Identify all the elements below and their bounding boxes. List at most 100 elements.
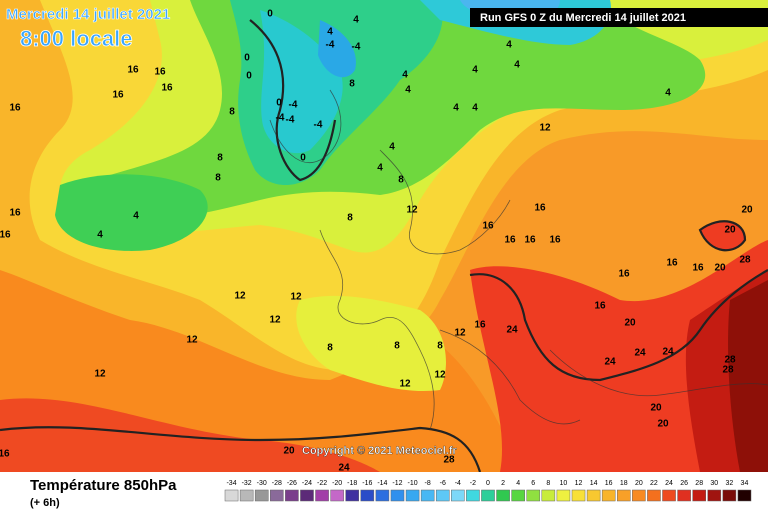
contour-label: 4: [453, 103, 459, 114]
scale-swatch: [270, 489, 284, 502]
scale-label: -26: [287, 480, 297, 487]
scale-swatch: [481, 489, 495, 502]
scale-label: 12: [575, 480, 583, 487]
contour-label: 12: [406, 205, 418, 216]
contour-label: 4: [402, 70, 408, 81]
contour-label: 8: [229, 107, 235, 118]
contour-label: 4: [665, 88, 671, 99]
contour-label: 8: [398, 175, 404, 186]
contour-label: 16: [9, 103, 21, 114]
scale-label: -16: [362, 480, 372, 487]
contour-label: 16: [618, 269, 630, 280]
scale-label: -28: [272, 480, 282, 487]
scale-swatch: [556, 489, 571, 502]
contour-label: 4: [405, 85, 411, 96]
scale-swatch: [315, 489, 329, 502]
scale-label: 20: [635, 480, 643, 487]
contour-label: 8: [394, 341, 400, 352]
scale-swatch: [224, 489, 239, 502]
scale-swatch: [345, 489, 360, 502]
contour-label: -4: [276, 113, 285, 124]
scale-swatch: [360, 489, 375, 502]
scale-label: 16: [605, 480, 613, 487]
contour-label: 4: [97, 230, 103, 241]
scale-label: 10: [560, 480, 568, 487]
scale-swatch: [707, 489, 722, 502]
scale-swatch: [586, 489, 601, 502]
contour-label: 4: [133, 211, 139, 222]
contour-label: 4: [514, 60, 520, 71]
contour-label: 24: [506, 325, 518, 336]
contour-label: 12: [539, 123, 551, 134]
scale-swatch: [466, 489, 480, 502]
contour-label: 4: [472, 65, 478, 76]
contour-label: 20: [741, 205, 753, 216]
contour-label: 24: [662, 347, 674, 358]
contour-label: -4: [289, 100, 298, 111]
contour-label: 4: [327, 27, 333, 38]
contour-label: 0: [246, 71, 252, 82]
contour-label: 16: [0, 230, 11, 241]
scale-swatch: [692, 489, 706, 502]
contour-label: 0: [300, 153, 306, 164]
contour-label: 8: [215, 173, 221, 184]
scale-swatch: [722, 489, 737, 502]
contour-label: 16: [0, 449, 10, 460]
scale-label: -30: [257, 480, 267, 487]
contour-label: 24: [634, 348, 646, 359]
contour-label: 16: [524, 235, 536, 246]
contour-label: 12: [454, 328, 466, 339]
contour-label: 12: [434, 370, 446, 381]
scale-swatch: [662, 489, 676, 502]
contour-label: -4: [326, 40, 335, 51]
contour-label: 16: [112, 90, 124, 101]
contour-label: 20: [724, 225, 736, 236]
temperature-field: [0, 0, 768, 472]
scale-label: 14: [590, 480, 598, 487]
contour-label: 4: [506, 40, 512, 51]
scale-swatch: [254, 489, 269, 502]
contour-label: -4: [286, 115, 295, 126]
contour-label: 16: [161, 83, 173, 94]
scale-swatch: [541, 489, 556, 502]
contour-label: 8: [327, 343, 333, 354]
contour-label: 12: [186, 335, 198, 346]
contour-label: 4: [353, 15, 359, 26]
scale-label: 6: [531, 480, 535, 487]
contour-label: 20: [714, 263, 726, 274]
scale-label: 18: [620, 480, 628, 487]
contour-label: 16: [9, 208, 21, 219]
run-box: [470, 8, 768, 27]
contour-label: 0: [267, 9, 273, 20]
contour-label: -4: [314, 120, 323, 131]
scale-swatch: [239, 489, 254, 502]
scale-label: 34: [741, 480, 749, 487]
contour-label: 8: [217, 153, 223, 164]
scale-swatch: [511, 489, 525, 502]
scale-swatch: [420, 489, 435, 502]
contour-label: 28: [739, 255, 751, 266]
scale-label: -8: [425, 480, 431, 487]
contour-label: 12: [94, 369, 106, 380]
scale-swatch: [737, 489, 752, 502]
run-info: Run GFS 0 Z du Mercredi 14 juillet 2021: [480, 12, 686, 24]
contour-label: 12: [399, 379, 411, 390]
scale-swatch: [405, 489, 420, 502]
scale-label: -4: [455, 480, 461, 487]
scale-label: -24: [302, 480, 312, 487]
scale-label: 8: [546, 480, 550, 487]
contour-lines: [0, 19, 768, 473]
contour-label: 16: [594, 301, 606, 312]
scale-label: -34: [226, 480, 236, 487]
contour-label: 0: [244, 53, 250, 64]
scale-swatch: [647, 489, 661, 502]
contour-label: 20: [657, 419, 669, 430]
contour-label: 12: [234, 291, 246, 302]
scale-label: 26: [680, 480, 688, 487]
contour-label: 28: [443, 455, 455, 466]
scale-swatch: [677, 489, 691, 502]
scale-label: -32: [242, 480, 252, 487]
scale-label: 30: [710, 480, 718, 487]
